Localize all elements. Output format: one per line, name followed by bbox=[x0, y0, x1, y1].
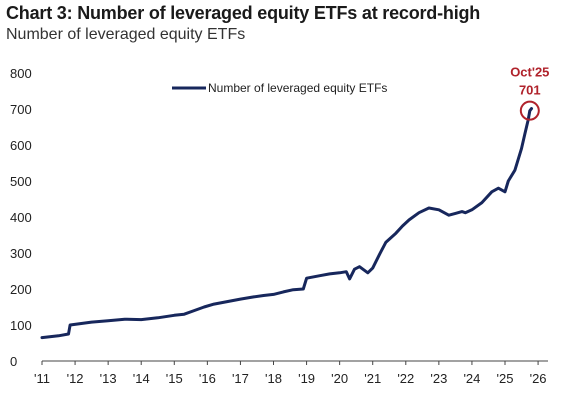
y-tick-label: 600 bbox=[10, 138, 32, 153]
x-tick-label: '11 bbox=[34, 371, 50, 386]
x-tick-label: '17 bbox=[232, 371, 249, 386]
y-tick-label: 700 bbox=[10, 102, 32, 117]
x-tick-label: '23 bbox=[430, 371, 447, 386]
y-tick-label: 500 bbox=[10, 174, 32, 189]
y-tick-label: 800 bbox=[10, 66, 32, 81]
annotation-circle bbox=[519, 100, 540, 121]
y-axis-ticks: 0 100 200 300 400 500 600 700 800 bbox=[10, 66, 32, 369]
x-tick-label: '25 bbox=[497, 371, 514, 386]
y-tick-label: 400 bbox=[10, 210, 32, 225]
x-tick-label: '14 bbox=[133, 371, 150, 386]
x-tick-label: '19 bbox=[298, 371, 315, 386]
x-tick-label: '15 bbox=[166, 371, 183, 386]
x-tick-label: '26 bbox=[530, 371, 547, 386]
legend-label: Number of leveraged equity ETFs bbox=[208, 81, 387, 95]
x-tick-label: '18 bbox=[265, 371, 282, 386]
x-tick-label: '24 bbox=[463, 371, 480, 386]
y-tick-label: 300 bbox=[10, 246, 32, 261]
x-tick-label: '20 bbox=[331, 371, 348, 386]
x-axis-tick-marks bbox=[41, 361, 539, 365]
x-tick-label: '13 bbox=[100, 371, 117, 386]
legend: Number of leveraged equity ETFs bbox=[172, 81, 387, 95]
x-axis-ticks: '11 '12 '13 '14 '15 '16 '17 '18 '19 '20 '21 '22 '23 '… bbox=[34, 371, 547, 386]
y-tick-label: 200 bbox=[10, 282, 32, 297]
chart-title: Chart 3: Number of leveraged equity ETFs… bbox=[6, 3, 481, 23]
y-tick-label: 0 bbox=[10, 354, 17, 369]
y-tick-label: 100 bbox=[10, 318, 32, 333]
x-tick-label: '16 bbox=[199, 371, 216, 386]
series-line-leveraged-etfs bbox=[40, 107, 533, 340]
chart-subtitle: Number of leveraged equity ETFs bbox=[6, 26, 246, 43]
record-high-annotation: Oct'25 701 bbox=[510, 65, 549, 121]
x-tick-label: '12 bbox=[67, 371, 84, 386]
x-tick-label: '22 bbox=[397, 371, 414, 386]
annotation-value-label: 701 bbox=[519, 83, 541, 98]
x-tick-label: '21 bbox=[364, 371, 381, 386]
annotation-date-label: Oct'25 bbox=[510, 65, 549, 80]
